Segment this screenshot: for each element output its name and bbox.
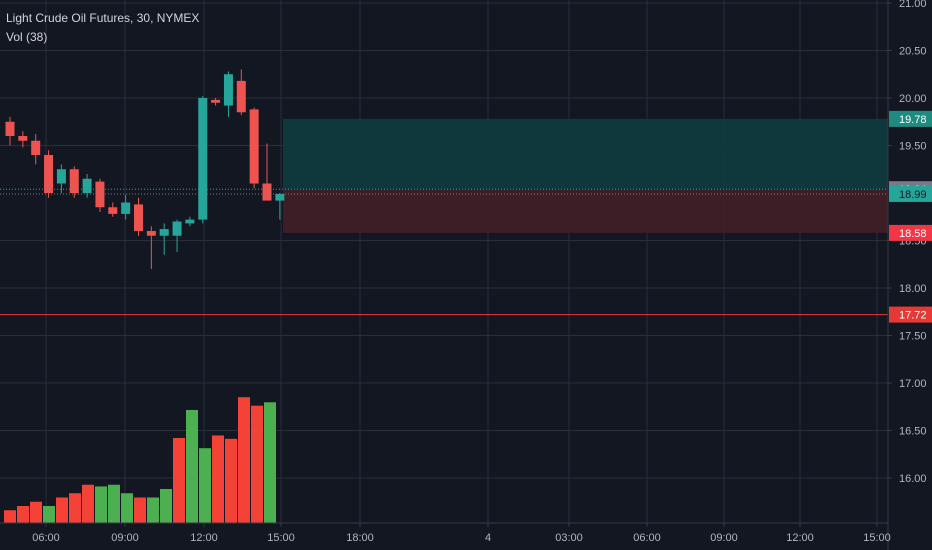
candle-body <box>262 183 272 201</box>
time-tick-label: 12:00 <box>786 532 814 544</box>
stop-loss-zone[interactable] <box>283 189 888 233</box>
candlesticks <box>5 69 285 269</box>
price-tick-label: 20.00 <box>899 93 927 105</box>
volume-indicator-label[interactable]: Vol (38) <box>6 30 48 44</box>
volume-bar <box>43 506 55 523</box>
price-tick-label: 18.00 <box>899 283 927 295</box>
time-tick-label: 12:00 <box>190 532 218 544</box>
volume-bar <box>17 506 29 523</box>
candle-body <box>82 178 92 193</box>
price-tick-label: 21.00 <box>899 0 927 10</box>
price-tick-label: 16.00 <box>899 473 927 485</box>
time-tick-label: 06:00 <box>32 532 60 544</box>
horizontal-line-badge: 17.72 <box>899 310 927 322</box>
volume-bar <box>134 497 146 523</box>
last-price-badge: 18.99 <box>899 189 927 201</box>
time-tick-label: 09:00 <box>710 532 738 544</box>
volume-bar <box>212 435 224 523</box>
volume-bar <box>251 405 263 523</box>
candle-body <box>198 98 208 220</box>
candle-body <box>236 80 246 113</box>
price-tick-label: 16.50 <box>899 426 927 438</box>
candle-body <box>31 140 41 155</box>
volume-bar <box>160 489 172 523</box>
time-tick-label: 03:00 <box>555 532 583 544</box>
time-tick-label: 4 <box>485 532 491 544</box>
stop-loss-badge-bg <box>889 224 932 241</box>
price-axis[interactable]: 21.0020.5020.0019.5018.5018.0017.5017.00… <box>887 0 932 550</box>
candle-body <box>108 207 118 214</box>
volume-bar <box>173 438 185 523</box>
volume-bar <box>186 409 198 523</box>
candle-body <box>211 99 221 103</box>
candle-body <box>185 219 195 224</box>
volume-bars <box>4 397 276 523</box>
volume-bar <box>121 493 133 523</box>
volume-bar <box>30 501 42 523</box>
time-tick-label: 15:00 <box>267 532 295 544</box>
volume-bar <box>108 484 120 523</box>
take-profit-badge: 19.78 <box>899 114 927 126</box>
chart-overlays <box>0 188 888 316</box>
candle-body <box>18 136 28 141</box>
candle-body <box>275 193 285 201</box>
volume-bar <box>264 402 276 523</box>
price-tick-label: 17.50 <box>899 331 927 343</box>
candle-body <box>223 74 233 106</box>
candle-body <box>56 169 66 184</box>
volume-bar <box>82 484 94 523</box>
symbol-title[interactable]: Light Crude Oil Futures, 30, NYMEX <box>6 11 200 25</box>
price-tick-label: 20.50 <box>899 46 927 58</box>
volume-bar <box>4 510 16 523</box>
volume-bar <box>56 497 68 523</box>
position-zones <box>283 118 888 233</box>
time-tick-label: 06:00 <box>633 532 661 544</box>
candle-body <box>44 155 54 193</box>
candle-body <box>249 109 259 184</box>
candle-body <box>159 229 169 236</box>
last-price-badge-bg <box>889 185 932 202</box>
chart-legend: Light Crude Oil Futures, 30, NYMEX Vol (… <box>6 9 199 47</box>
time-tick-label: 15:00 <box>863 532 891 544</box>
candle-body <box>5 121 15 136</box>
volume-bar <box>147 497 159 523</box>
candle-body <box>69 169 79 193</box>
candle-body <box>134 204 143 231</box>
chart-grid <box>0 0 888 523</box>
stop-loss-badge: 18.58 <box>899 228 927 240</box>
take-profit-badge-bg <box>889 110 932 127</box>
volume-bar <box>95 486 107 523</box>
candle-body <box>146 231 156 236</box>
candle-body <box>121 202 131 214</box>
price-tick-label: 19.50 <box>899 141 927 153</box>
time-tick-label: 09:00 <box>111 532 139 544</box>
time-tick-label: 18:00 <box>346 532 374 544</box>
take-profit-zone[interactable] <box>283 118 888 190</box>
price-tick-label: 17.00 <box>899 378 927 390</box>
volume-bar <box>238 397 250 523</box>
volume-bar <box>199 448 211 523</box>
horizontal-line-badge-bg <box>889 306 932 323</box>
time-axis[interactable]: 06:00 09:00 12:00 15:00 18:00 4 03:00 06:00 09:0… <box>0 522 891 544</box>
volume-bar <box>69 493 81 523</box>
candle-body <box>172 221 182 236</box>
volume-bar <box>225 438 237 523</box>
